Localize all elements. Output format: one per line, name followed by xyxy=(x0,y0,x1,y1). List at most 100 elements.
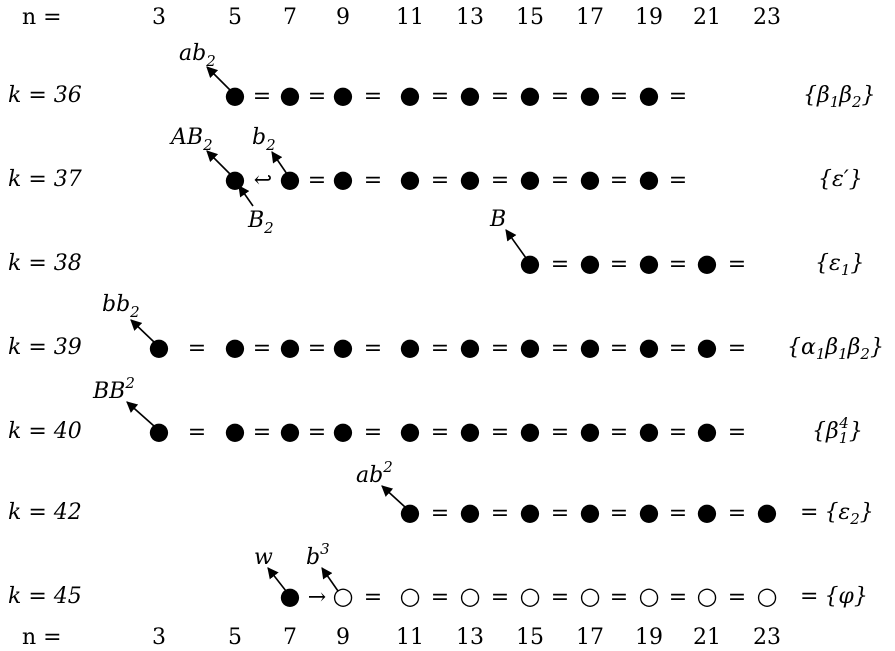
right-arrow: → xyxy=(308,585,326,610)
dot: ● xyxy=(757,498,778,526)
equals: = xyxy=(308,336,326,361)
equals: = xyxy=(364,585,382,610)
k-label: k = 40 xyxy=(8,419,82,444)
footer-col: 23 xyxy=(753,625,781,650)
row-k38: k = 38 ● = ● = ● = ● = B {ε1} xyxy=(8,207,864,279)
arrow xyxy=(238,185,254,207)
equals: = xyxy=(491,501,509,526)
dot: ● xyxy=(225,165,246,193)
open-dot: ○ xyxy=(460,582,481,610)
row-tokens: ● → ○ = ○ = ○ = ○ = ○ = ○ = ○ = ○ xyxy=(280,582,778,610)
equals: = xyxy=(669,420,687,445)
dot: ● xyxy=(580,81,601,109)
dot: ● xyxy=(400,417,421,445)
generator-label: BB2 xyxy=(92,374,135,404)
equals: = xyxy=(669,501,687,526)
row-tokens: ● = ● = ● = ● = xyxy=(520,249,747,277)
header-col: 7 xyxy=(283,5,297,30)
open-dot: ○ xyxy=(333,582,354,610)
dot: ● xyxy=(639,498,660,526)
k-label: k = 36 xyxy=(8,83,82,108)
dot: ● xyxy=(520,81,541,109)
header-columns: 3 5 7 9 11 13 15 17 19 21 23 xyxy=(152,5,781,30)
arrow xyxy=(126,401,155,427)
footer-col: 17 xyxy=(576,625,604,650)
dot: ● xyxy=(333,333,354,361)
row-tokens: ● = ● = ● = ● = ● = ● = ● = ● = ● = ● = xyxy=(149,333,747,361)
generator-label: B xyxy=(489,207,506,232)
open-dot: ○ xyxy=(757,582,778,610)
generator-label: bb2 xyxy=(102,292,140,321)
dot: ● xyxy=(280,333,301,361)
right-label: {ε′} xyxy=(818,167,863,192)
equals: = xyxy=(551,501,569,526)
equals: = xyxy=(610,420,628,445)
equals: = xyxy=(491,585,509,610)
header-col: 19 xyxy=(635,5,663,30)
footer-n-label: n = xyxy=(22,625,62,650)
open-dot: ○ xyxy=(400,582,421,610)
dot: ● xyxy=(580,417,601,445)
dot: ● xyxy=(697,249,718,277)
dot: ● xyxy=(580,498,601,526)
dot: ● xyxy=(225,333,246,361)
equals: = xyxy=(308,420,326,445)
equals: = xyxy=(491,420,509,445)
dot: ● xyxy=(225,81,246,109)
row-k42: k = 42 ● = ● = ● = ● = ● = ● = ● ab2 = {ε… xyxy=(8,458,874,528)
header-col: 9 xyxy=(336,5,350,30)
equals: = xyxy=(431,336,449,361)
dot: ● xyxy=(520,333,541,361)
arrow xyxy=(505,229,527,259)
footer-col: 9 xyxy=(336,625,350,650)
equals: = xyxy=(551,420,569,445)
equals: = xyxy=(253,420,271,445)
equals: = xyxy=(669,252,687,277)
right-label: = {φ} xyxy=(800,584,868,609)
dot: ● xyxy=(460,165,481,193)
dot: ● xyxy=(520,165,541,193)
open-dot: ○ xyxy=(520,582,541,610)
header-col: 15 xyxy=(516,5,544,30)
dot: ● xyxy=(149,417,170,445)
k-label: k = 39 xyxy=(8,335,82,360)
k-label: k = 38 xyxy=(8,251,82,276)
dot: ● xyxy=(280,81,301,109)
equals: = xyxy=(308,84,326,109)
row-k40: k = 40 ● = ● = ● = ● = ● = ● = ● = ● = ●… xyxy=(8,374,863,447)
right-label: {ε1} xyxy=(815,251,864,279)
dot: ● xyxy=(280,165,301,193)
equals: = xyxy=(610,252,628,277)
equals: = xyxy=(431,501,449,526)
equals: = xyxy=(188,420,206,445)
generator-label: b2 xyxy=(252,125,276,154)
dot: ● xyxy=(333,417,354,445)
equals: = xyxy=(551,252,569,277)
dot: ● xyxy=(639,81,660,109)
generator-label: AB2 xyxy=(169,125,213,154)
dot: ● xyxy=(520,498,541,526)
row-tokens: ● ↩ ● = ● = ● = ● = ● = ● = ● = xyxy=(225,165,688,193)
equals: = xyxy=(431,420,449,445)
dot: ● xyxy=(460,81,481,109)
dot: ● xyxy=(520,417,541,445)
equals: = xyxy=(308,168,326,193)
generator-label: B2 xyxy=(247,208,274,237)
footer-col: 21 xyxy=(693,625,721,650)
equals: = xyxy=(364,420,382,445)
footer-columns: 3 5 7 9 11 13 15 17 19 21 23 xyxy=(152,625,781,650)
right-label: {β1β2} xyxy=(803,83,876,111)
dot: ● xyxy=(460,333,481,361)
generator-label: ab2 xyxy=(179,41,216,70)
equals: = xyxy=(610,336,628,361)
equals: = xyxy=(728,501,746,526)
equals: = xyxy=(431,84,449,109)
dot: ● xyxy=(333,165,354,193)
row-k36: k = 36 ● = ● = ● = ● = ● = ● = ● = ● = a… xyxy=(8,41,876,111)
equals: = xyxy=(188,336,206,361)
equals: = xyxy=(610,84,628,109)
dot: ● xyxy=(460,498,481,526)
k-label: k = 42 xyxy=(8,500,82,525)
equals: = xyxy=(610,501,628,526)
